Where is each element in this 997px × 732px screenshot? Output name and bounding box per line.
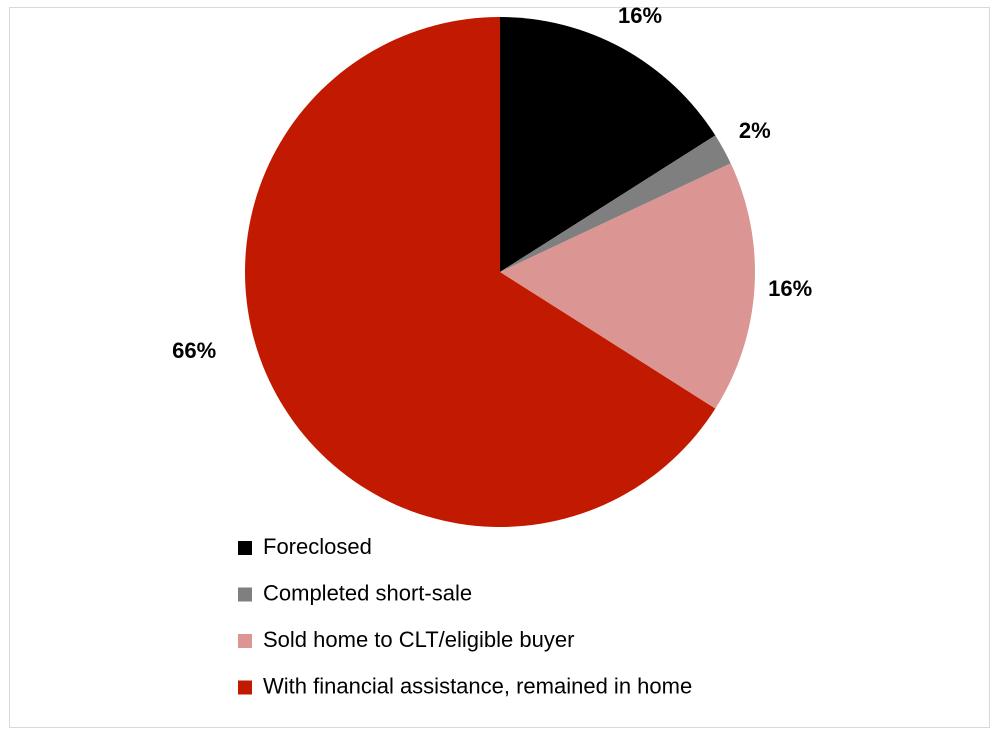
data-label: 16% (768, 276, 812, 301)
legend-swatch (238, 541, 252, 555)
legend-label: Sold home to CLT/eligible buyer (263, 627, 574, 652)
legend-swatch (238, 634, 252, 648)
legend: Foreclosed Completed short-sale Sold home … (238, 534, 692, 698)
pie: 16% 2% 16% 66% (172, 3, 812, 528)
pie-slice (500, 135, 731, 272)
legend-label: With financial assistance, remained in h… (263, 673, 692, 698)
data-label: 16% (618, 3, 662, 28)
data-label: 66% (172, 338, 216, 363)
legend-label: Foreclosed (263, 534, 372, 559)
legend-label: Completed short-sale (263, 580, 472, 605)
legend-swatch (238, 680, 252, 695)
pie-slice (245, 17, 716, 528)
pie-slice (500, 163, 755, 409)
legend-swatch (238, 587, 252, 602)
pie-slice (500, 17, 716, 272)
data-label: 2% (739, 118, 771, 143)
